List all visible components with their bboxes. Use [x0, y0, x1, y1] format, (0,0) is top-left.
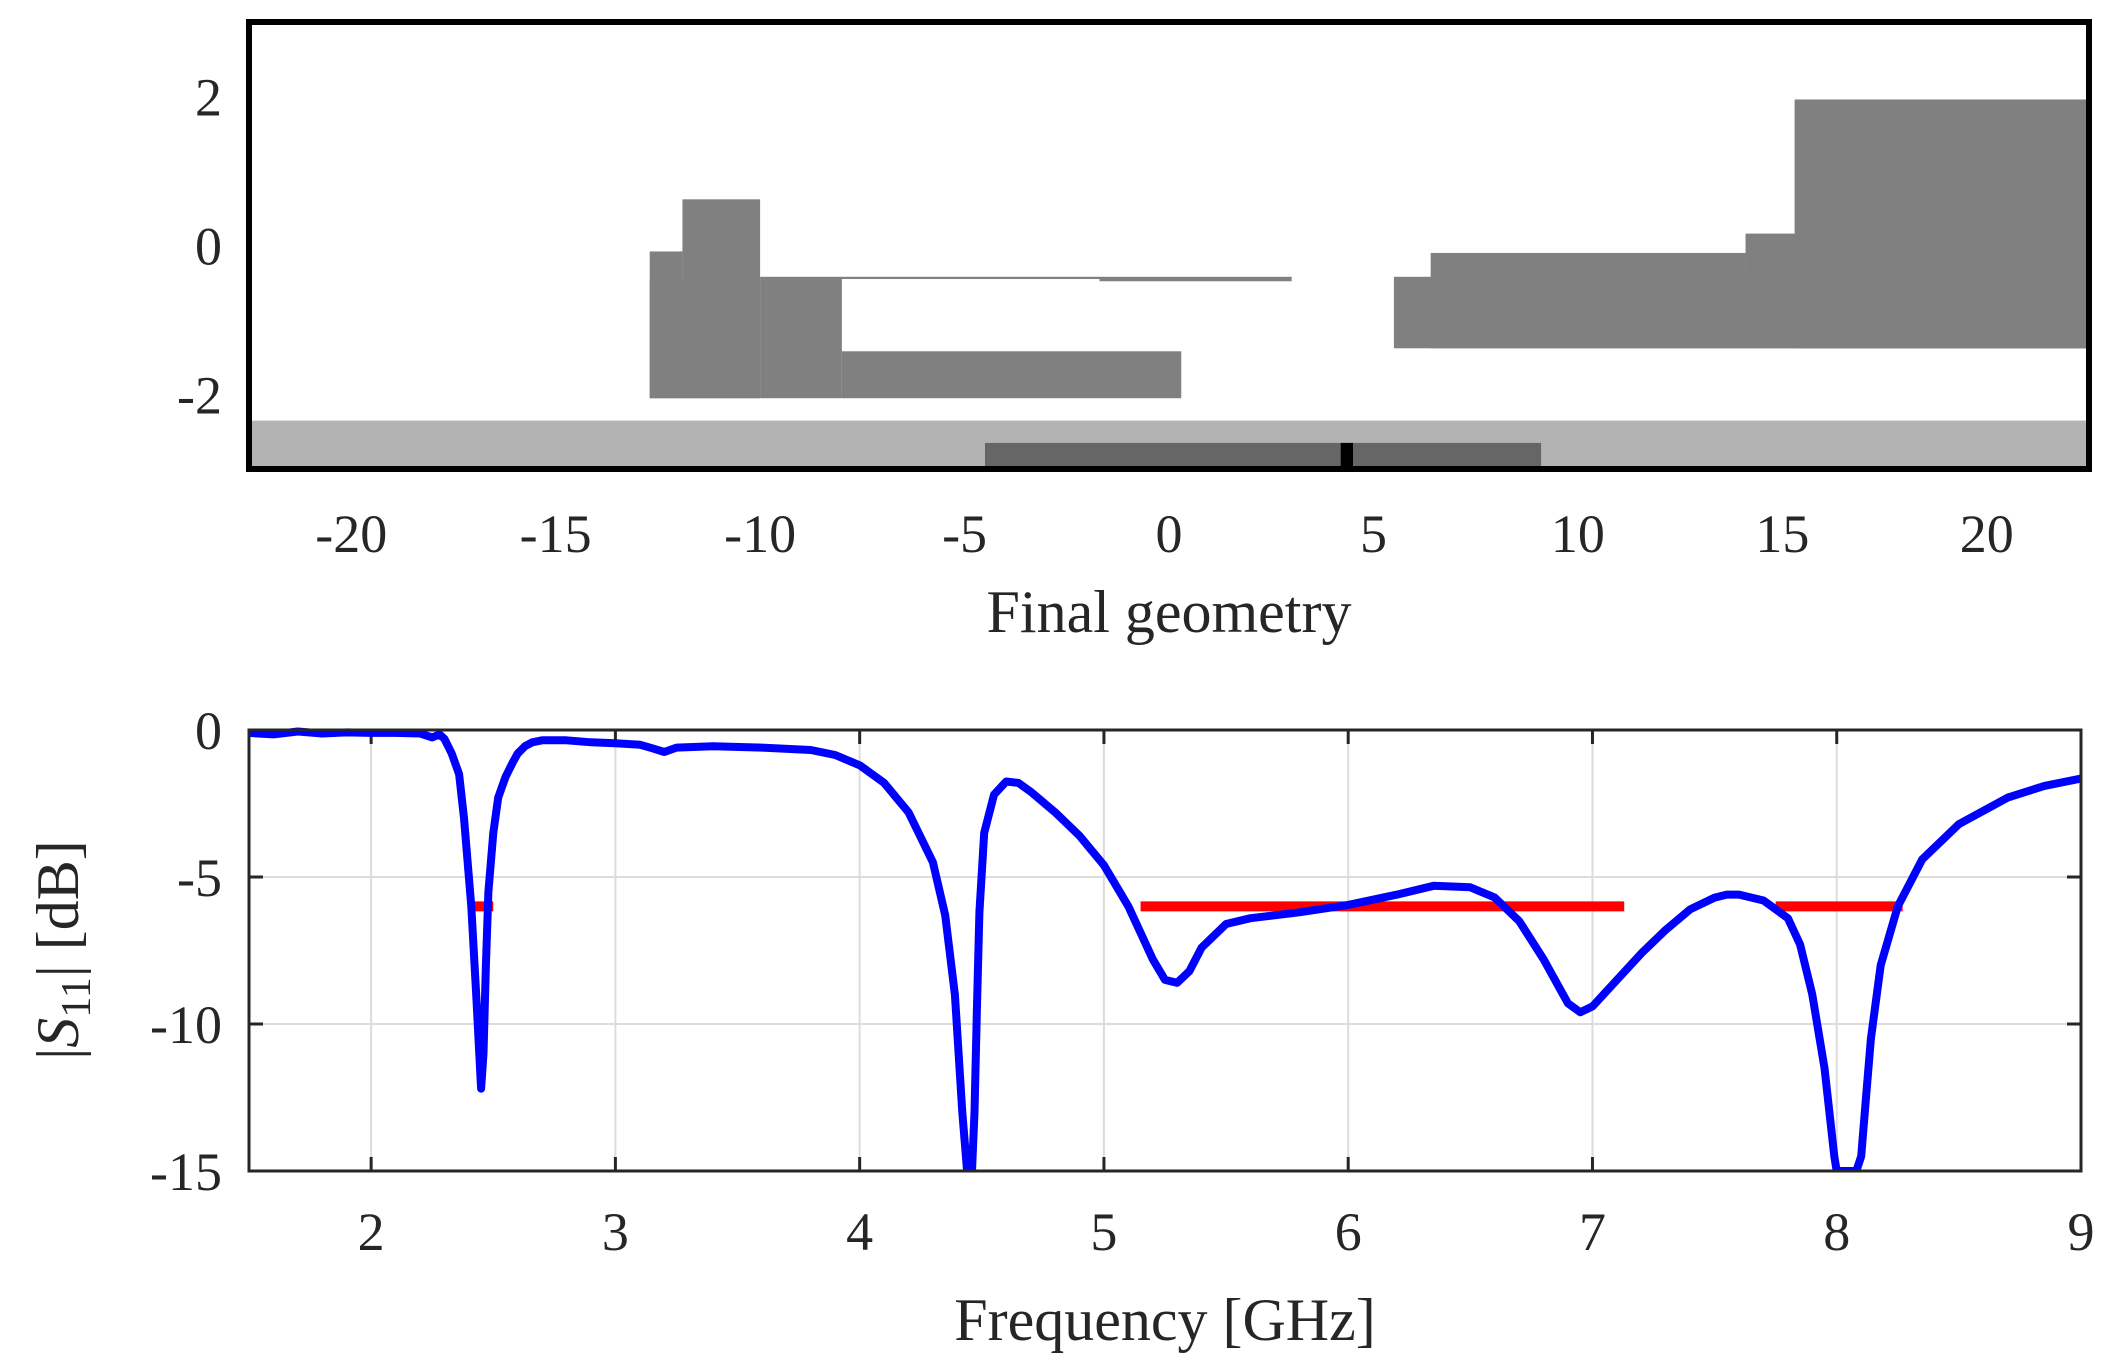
geometry-x-tick-label: 5	[1360, 504, 1387, 564]
metal-patch	[841, 351, 1182, 399]
s11-x-ticks: 2 3 4 5 6 7 8 9	[358, 1202, 2095, 1262]
geometry-panel: -20 -15 -10 -5 0 5 10 15 20 -202 Final geometry	[177, 19, 2092, 645]
s11-axes-background	[249, 730, 2081, 1171]
metal-patch	[649, 251, 683, 399]
geometry-x-tick-label: -10	[724, 504, 796, 564]
s11-curve	[249, 727, 2081, 1171]
s11-x-tick-label: 9	[2068, 1202, 2095, 1262]
ground-plane	[985, 442, 1542, 469]
s11-x-tick-label: 2	[358, 1202, 385, 1262]
s11-y-tick-label: -15	[150, 1142, 222, 1202]
s11-x-axis-label: Frequency [GHz]	[954, 1287, 1376, 1353]
feed-point	[1340, 442, 1353, 469]
s11-x-tick-label: 7	[1579, 1202, 1606, 1262]
metal-patch	[760, 276, 1100, 280]
metal-patch	[760, 279, 842, 399]
s11-y-label-subscript: 11	[54, 977, 100, 1017]
s11-y-label-unit: | [dB]	[25, 840, 91, 977]
geometry-x-ticks: -20 -15 -10 -5 0 5 10 15 20	[315, 504, 2014, 564]
s11-y-tick-label: -10	[150, 995, 222, 1055]
metal-patch	[1794, 99, 2089, 349]
s11-series	[249, 727, 2081, 1171]
s11-y-label-variable: S	[25, 1018, 91, 1048]
geometry-x-tick-label: 0	[1156, 504, 1183, 564]
geometry-axes-frame	[246, 19, 2092, 472]
s11-x-tick-label: 5	[1090, 1202, 1117, 1262]
metal-patch	[682, 199, 761, 399]
s11-y-tick-label: 0	[195, 701, 222, 761]
geometry-x-axis-label: Final geometry	[987, 579, 1352, 645]
s11-x-tick-label: 4	[846, 1202, 873, 1262]
geometry-y-tick-label: 0	[195, 217, 222, 277]
geometry-x-tick-label: -20	[315, 504, 387, 564]
geometry-x-tick-label: 20	[1960, 504, 2014, 564]
geometry-y-tick-label: 2	[195, 68, 222, 128]
geometry-x-tick-label: -5	[942, 504, 987, 564]
geometry-y-ticks: -2 0 2	[177, 68, 222, 426]
geometry-shapes	[249, 99, 2089, 469]
geometry-x-tick-label: -15	[520, 504, 592, 564]
geometry-x-tick-label: 10	[1551, 504, 1605, 564]
geometry-x-tick-label: 15	[1755, 504, 1809, 564]
s11-y-ticks: 0 -5 -10 -15	[150, 701, 222, 1202]
s11-axes-frame	[247, 728, 2083, 1173]
geometry-y-tick-label: -2	[177, 366, 222, 426]
metal-patch	[1430, 252, 1746, 349]
s11-x-tick-label: 3	[602, 1202, 629, 1262]
s11-y-axis-label: |S11| [dB]	[25, 840, 100, 1059]
s11-panel: 2 3 4 5 6 7 8 9 0 -5 -10 -15 Frequency [GHz] |S11|…	[25, 701, 2095, 1353]
s11-x-tick-label: 8	[1823, 1202, 1850, 1262]
s11-y-tick-label: -5	[177, 848, 222, 908]
s11-x-tick-label: 6	[1335, 1202, 1362, 1262]
metal-patch	[1099, 276, 1292, 282]
s11-y-label-bar-left: |	[25, 1048, 91, 1060]
